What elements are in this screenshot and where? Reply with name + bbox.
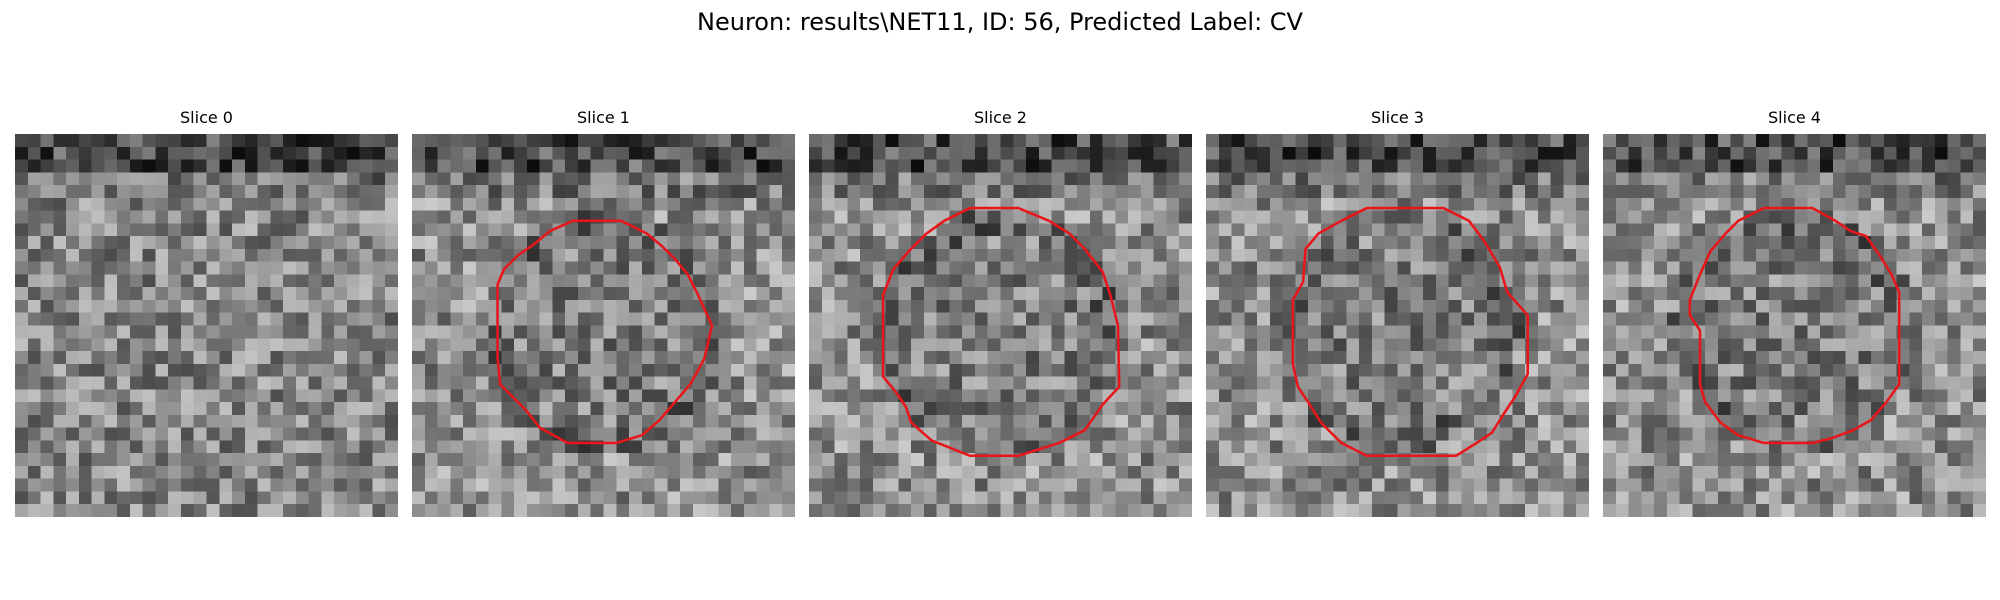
microscopy-slice-image bbox=[1206, 134, 1589, 517]
segmentation-contour bbox=[1291, 206, 1529, 457]
segmentation-contour bbox=[496, 219, 714, 445]
figure-title: Neuron: results\NET11, ID: 56, Predicted… bbox=[697, 8, 1303, 36]
slice-title: Slice 4 bbox=[1768, 108, 1821, 127]
slice-title: Slice 2 bbox=[974, 108, 1027, 127]
slice-title: Slice 0 bbox=[180, 108, 233, 127]
slice-title: Slice 3 bbox=[1371, 108, 1424, 127]
slice-title: Slice 1 bbox=[577, 108, 630, 127]
microscopy-slice-image bbox=[1603, 134, 1986, 517]
segmentation-contour bbox=[881, 206, 1121, 457]
microscopy-slice-image bbox=[809, 134, 1192, 517]
segmentation-contour bbox=[1688, 206, 1901, 445]
microscopy-slice-image bbox=[412, 134, 795, 517]
microscopy-slice-image bbox=[15, 134, 398, 517]
